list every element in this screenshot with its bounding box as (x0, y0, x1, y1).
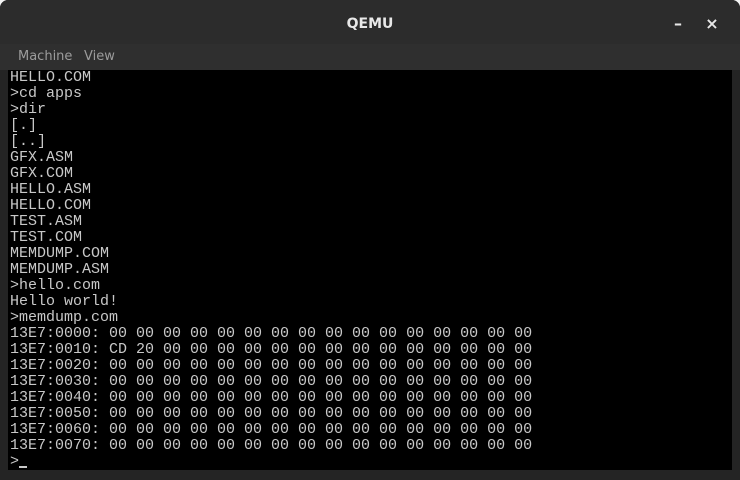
terminal[interactable]: HELLO.COM >cd apps >dir [.] [..] GFX.ASM GFX.C… (8, 70, 732, 470)
terminal-line: 13E7:0070: 00 00 00 00 00 00 00 00 00 00… (10, 437, 533, 454)
terminal-line: TEST.COM (10, 229, 83, 246)
terminal-line: >memdump.com (10, 309, 119, 326)
terminal-line: >cd apps (10, 85, 83, 102)
terminal-line: 13E7:0030: 00 00 00 00 00 00 00 00 00 00… (10, 373, 533, 390)
terminal-line: [.] (10, 117, 38, 134)
menu-bar: Machine View (0, 44, 740, 70)
terminal-line: 13E7:0040: 00 00 00 00 00 00 00 00 00 00… (10, 389, 533, 406)
terminal-line: MEMDUMP.COM (10, 245, 110, 262)
title-bar: QEMU – × (0, 0, 740, 44)
terminal-line: HELLO.ASM (10, 181, 92, 198)
menu-item[interactable]: Machine (18, 49, 73, 64)
window-title: QEMU (346, 16, 394, 32)
terminal-line: >hello.com (10, 277, 101, 294)
terminal-line: GFX.ASM (10, 149, 74, 166)
terminal-line: [..] (10, 133, 47, 150)
cursor (19, 466, 27, 468)
terminal-line: HELLO.COM (10, 197, 92, 214)
terminal-line: 13E7:0060: 00 00 00 00 00 00 00 00 00 00… (10, 421, 533, 438)
terminal-line: > (10, 453, 20, 470)
close-button[interactable]: × (705, 14, 719, 33)
terminal-line: 13E7:0050: 00 00 00 00 00 00 00 00 00 00… (10, 405, 533, 422)
terminal-line: MEMDUMP.ASM (10, 261, 110, 278)
terminal-line: TEST.ASM (10, 213, 83, 230)
terminal-line: Hello world! (10, 293, 119, 310)
terminal-line: 13E7:0020: 00 00 00 00 00 00 00 00 00 00… (10, 357, 533, 374)
terminal-line: GFX.COM (10, 165, 74, 182)
terminal-line: HELLO.COM (10, 70, 92, 86)
terminal-line: 13E7:0010: CD 20 00 00 00 00 00 00 00 00… (10, 341, 533, 358)
minimize-button[interactable]: – (674, 14, 682, 33)
terminal-line: >dir (10, 101, 47, 118)
menu-item[interactable]: View (84, 49, 115, 64)
terminal-line: 13E7:0000: 00 00 00 00 00 00 00 00 00 00… (10, 325, 533, 342)
